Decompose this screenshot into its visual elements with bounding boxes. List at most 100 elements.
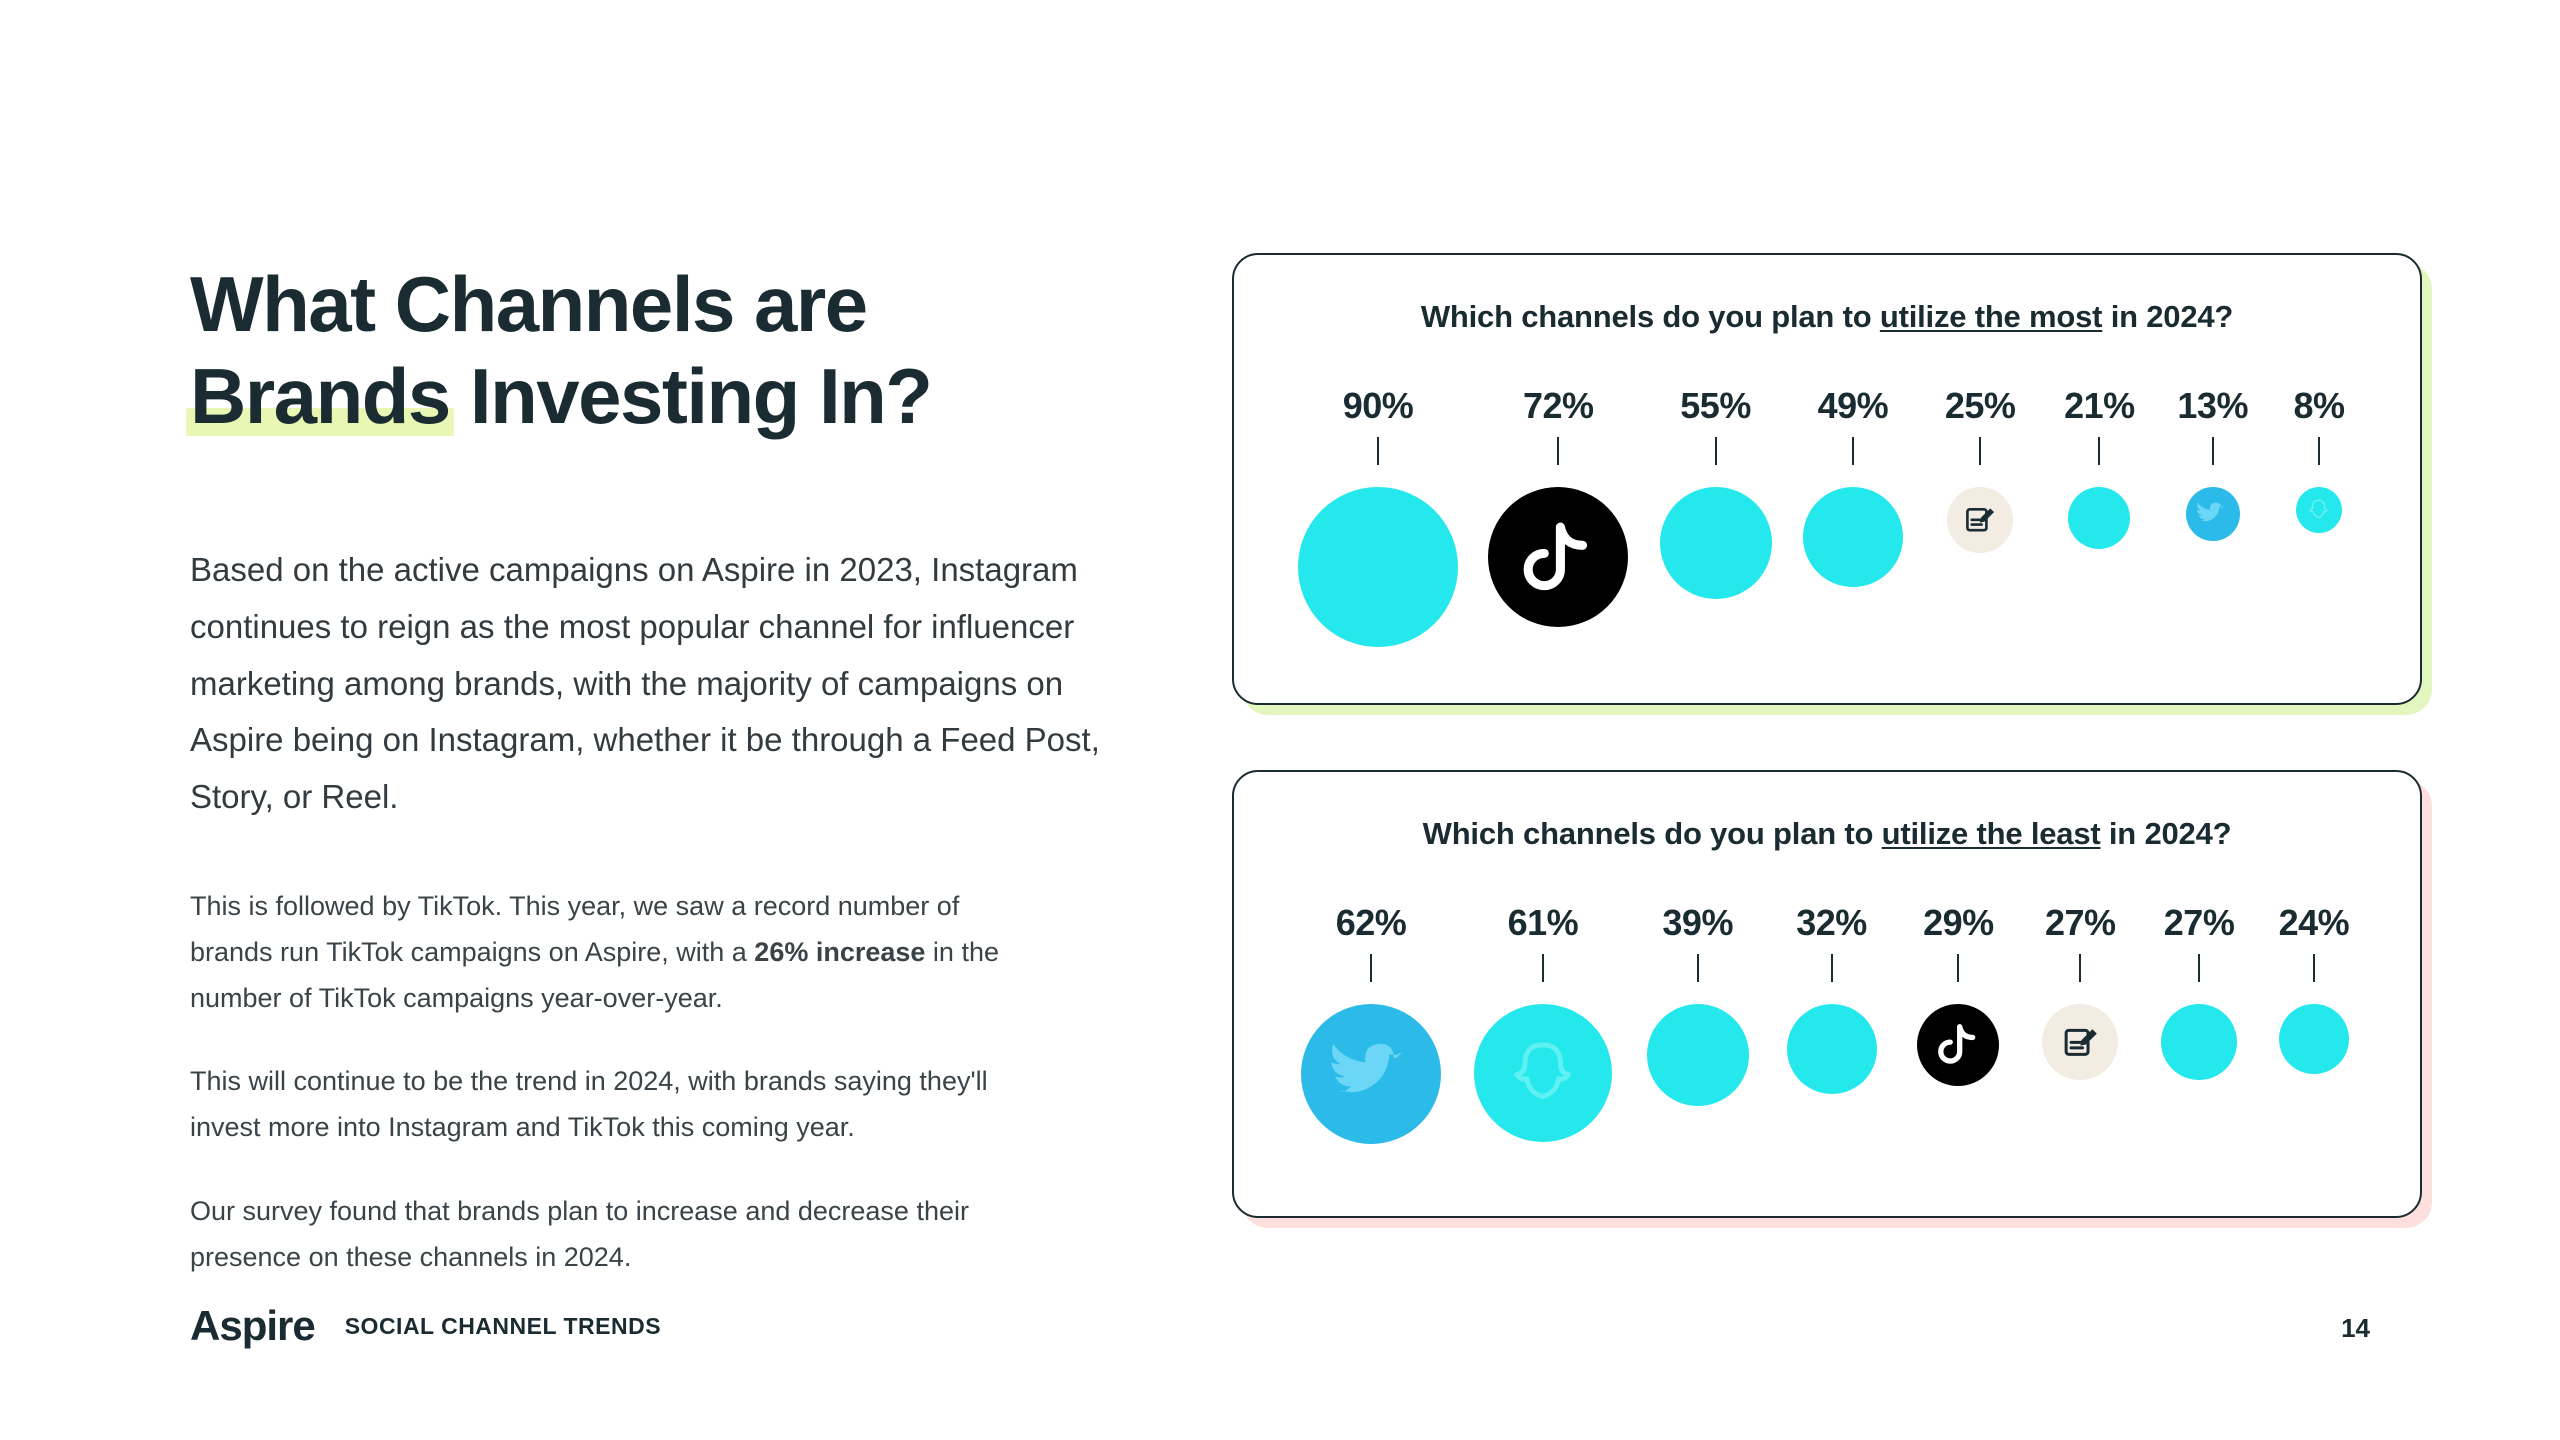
bubble-tick <box>2079 954 2081 982</box>
bubble-twitter: 62% <box>1292 902 1450 1144</box>
bubble-pinterest: 21% <box>2049 385 2149 647</box>
bubble-slot <box>1292 487 1464 647</box>
bubble-pct: 90% <box>1343 385 1414 427</box>
bubble-blog: 25% <box>1927 385 2033 647</box>
bubble-tick <box>1542 954 1544 982</box>
body1-bold: 26% increase <box>754 937 925 967</box>
bubble-pct: 29% <box>1923 902 1994 944</box>
bubble-slot <box>2049 487 2149 647</box>
bubble-tiktok: 72% <box>1480 385 1636 647</box>
title-highlight: Brands <box>190 350 450 442</box>
bubble-tiktok: 29% <box>1903 902 2013 1144</box>
card-most-q-before: Which channels do you plan to <box>1421 299 1880 334</box>
snapchat-icon <box>2296 487 2342 533</box>
bubble-tick <box>2198 954 2200 982</box>
pinterest-icon <box>1647 1004 1749 1106</box>
bubble-slot <box>2266 1004 2362 1144</box>
bubble-blog: 27% <box>2028 902 2132 1144</box>
instagram-icon <box>2279 1004 2349 1074</box>
facebook-icon <box>1787 1004 1877 1094</box>
youtube-icon <box>2161 1004 2237 1080</box>
bubble-facebook: 49% <box>1795 385 1911 647</box>
bubble-pct: 8% <box>2293 385 2344 427</box>
twitter-icon <box>2186 487 2240 541</box>
twitter-icon <box>1301 1004 1441 1144</box>
page-number: 14 <box>2341 1313 2370 1344</box>
bubble-pct: 27% <box>2045 902 2116 944</box>
bubble-pct: 13% <box>2177 385 2248 427</box>
bubble-slot <box>1903 1004 2013 1144</box>
bubble-row-least: 62% 61%39% 32% 29% 27% 27% 24% <box>1292 902 2362 1144</box>
footer: Aspire SOCIAL CHANNEL TRENDS <box>190 1302 661 1350</box>
bubble-snapchat: 8% <box>2276 385 2362 647</box>
card-most-q-after: in 2024? <box>2102 299 2233 334</box>
youtube-icon <box>1660 487 1772 599</box>
bubble-slot <box>1795 487 1911 647</box>
facebook-icon <box>1803 487 1903 587</box>
bubble-slot <box>1775 1004 1889 1144</box>
card-least-q-underline: utilize the least <box>1882 816 2101 851</box>
bubble-pct: 21% <box>2064 385 2135 427</box>
bubble-tick <box>1979 437 1981 465</box>
bubble-pinterest: 39% <box>1636 902 1760 1144</box>
bubble-slot <box>2276 487 2362 647</box>
bubble-slot <box>1927 487 2033 647</box>
title-rest: Investing In? <box>450 352 932 440</box>
bubble-youtube: 55% <box>1653 385 1779 647</box>
bubble-slot <box>1653 487 1779 647</box>
card-least-question: Which channels do you plan to utilize th… <box>1292 816 2362 852</box>
card-most-question: Which channels do you plan to utilize th… <box>1292 299 2362 335</box>
bubble-tick <box>2313 954 2315 982</box>
title-line-1: What Channels are <box>190 260 867 348</box>
bubble-tick <box>1370 954 1372 982</box>
blog-icon <box>1947 487 2013 553</box>
bubble-tick <box>1697 954 1699 982</box>
body-paragraph-1: This is followed by TikTok. This year, w… <box>190 884 1030 1022</box>
bubble-tick <box>2098 437 2100 465</box>
bubble-pct: 25% <box>1945 385 2016 427</box>
bubble-tick <box>1377 437 1379 465</box>
bubble-twitter: 13% <box>2166 385 2260 647</box>
card-least-q-after: in 2024? <box>2100 816 2231 851</box>
card-least-q-before: Which channels do you plan to <box>1423 816 1882 851</box>
bubble-slot <box>2028 1004 2132 1144</box>
tiktok-icon <box>1917 1004 1999 1086</box>
bubble-pct: 62% <box>1336 902 1407 944</box>
card-most-frame: Which channels do you plan to utilize th… <box>1232 253 2422 705</box>
bubble-pct: 27% <box>2164 902 2235 944</box>
bubble-tick <box>1715 437 1717 465</box>
card-utilize-most: Which channels do you plan to utilize th… <box>1232 253 2422 705</box>
bubble-tick <box>1852 437 1854 465</box>
pinterest-icon <box>2068 487 2130 549</box>
bubble-pct: 49% <box>1818 385 1889 427</box>
body-paragraph-2: This will continue to be the trend in 20… <box>190 1059 1030 1151</box>
footer-brand: Aspire <box>190 1302 315 1350</box>
bubble-tick <box>1557 437 1559 465</box>
snapchat-icon <box>1474 1004 1612 1142</box>
bubble-facebook: 32% <box>1775 902 1889 1144</box>
bubble-tick <box>1957 954 1959 982</box>
card-utilize-least: Which channels do you plan to utilize th… <box>1232 770 2422 1218</box>
bubble-instagram: 90% <box>1292 385 1464 647</box>
bubble-tick <box>2212 437 2214 465</box>
footer-section: SOCIAL CHANNEL TRENDS <box>345 1313 661 1340</box>
bubble-slot <box>1636 1004 1760 1144</box>
bubble-tick <box>1831 954 1833 982</box>
left-column: What Channels are Brands Investing In? B… <box>190 258 1110 1319</box>
bubble-pct: 32% <box>1796 902 1867 944</box>
body-paragraph-3: Our survey found that brands plan to inc… <box>190 1189 1030 1281</box>
bubble-snapchat: 61% <box>1465 902 1621 1144</box>
card-most-q-underline: utilize the most <box>1880 299 2102 334</box>
bubble-youtube: 27% <box>2147 902 2251 1144</box>
bubble-slot <box>2147 1004 2251 1144</box>
bubble-pct: 72% <box>1523 385 1594 427</box>
bubble-instagram: 24% <box>2266 902 2362 1144</box>
instagram-icon <box>1298 487 1458 647</box>
bubble-slot <box>1480 487 1636 647</box>
bubble-slot <box>1465 1004 1621 1144</box>
bubble-slot <box>2166 487 2260 647</box>
bubble-tick <box>2318 437 2320 465</box>
page-title: What Channels are Brands Investing In? <box>190 258 1110 442</box>
bubble-slot <box>1292 1004 1450 1144</box>
blog-icon <box>2042 1004 2118 1080</box>
